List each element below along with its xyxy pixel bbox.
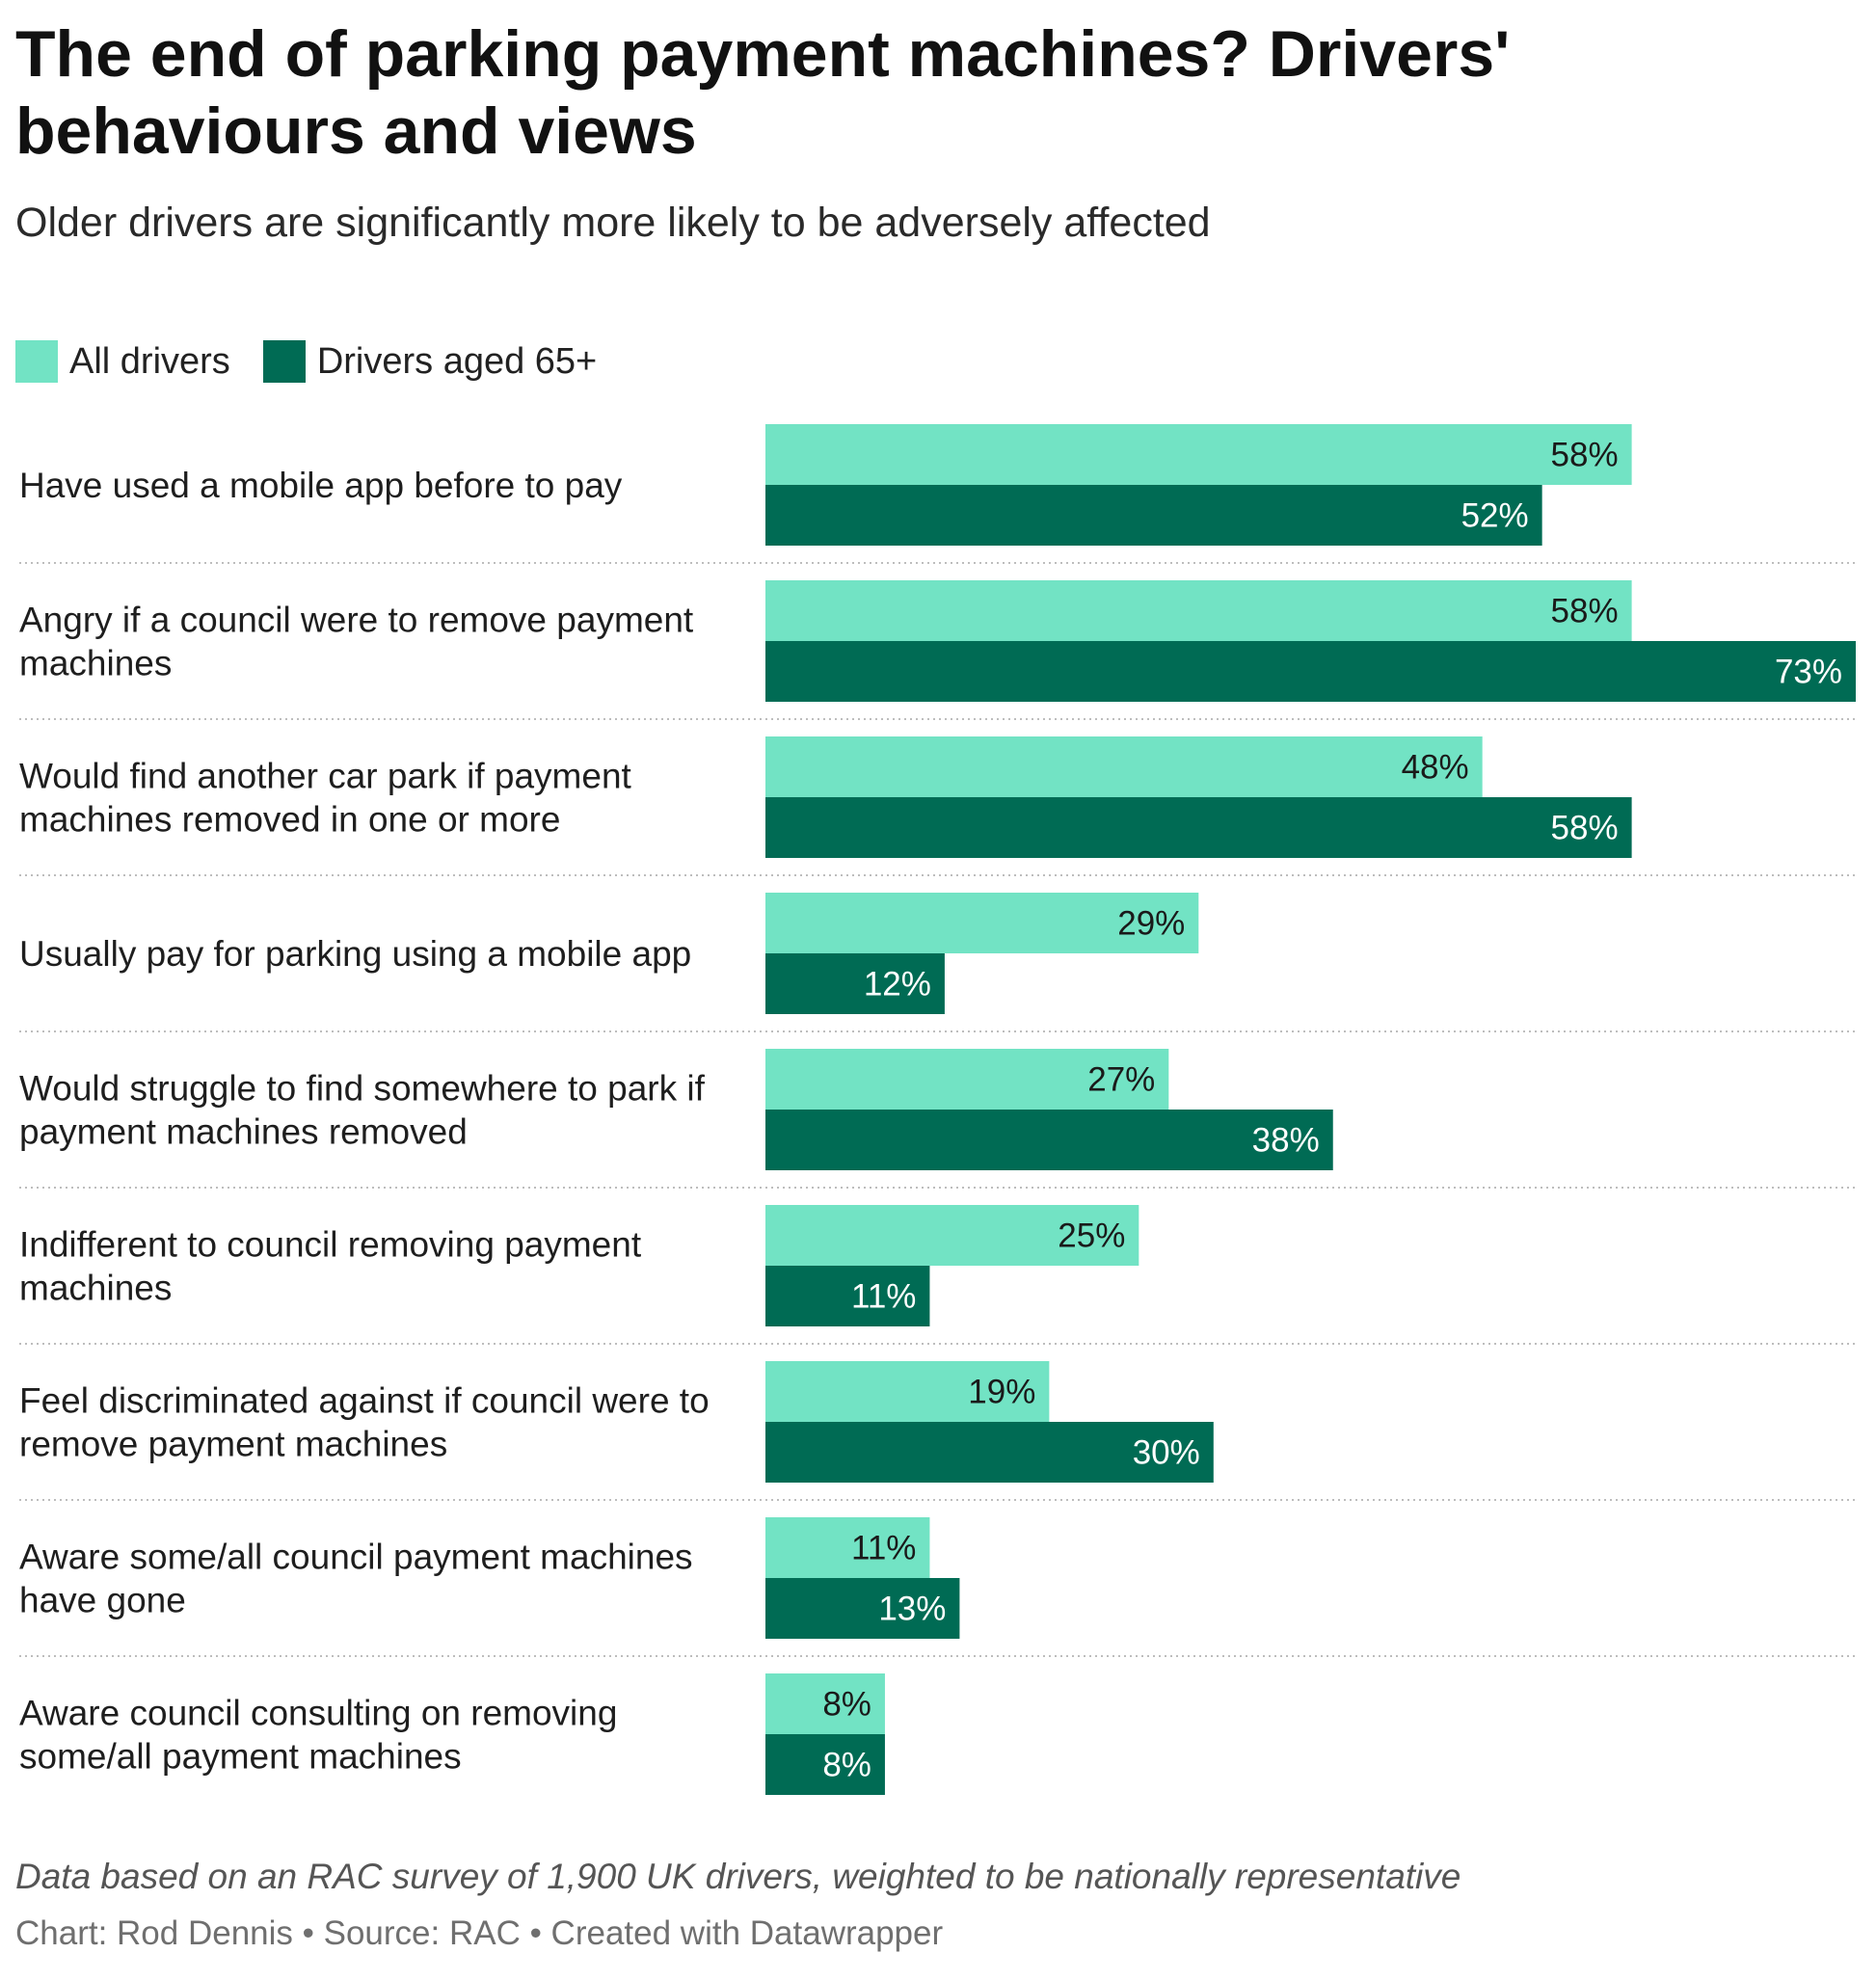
data-label: 13% <box>878 1591 946 1628</box>
bar-all-drivers <box>765 1673 885 1734</box>
bar-drivers-65 <box>765 1422 1214 1483</box>
data-label: 48% <box>1402 749 1469 787</box>
bar-all-drivers <box>765 893 1199 953</box>
row-label: Usually pay for parking using a mobile a… <box>19 934 691 974</box>
bar-drivers-65 <box>765 485 1542 546</box>
data-label: 58% <box>1551 810 1619 847</box>
data-label: 27% <box>1087 1061 1155 1099</box>
row-label: Would struggle to find somewhere to park… <box>19 1069 706 1152</box>
row-label: Feel discriminated against if council we… <box>19 1381 710 1464</box>
bar-all-drivers <box>765 424 1632 485</box>
legend-item-drivers-65: Drivers aged 65+ <box>262 340 598 383</box>
data-label: 52% <box>1461 497 1529 535</box>
row-label: Indifferent to council removing payment m… <box>19 1225 642 1308</box>
data-label: 29% <box>1117 905 1185 943</box>
data-label: 12% <box>864 966 931 1003</box>
row-label: Angry if a council were to remove paymen… <box>19 601 694 683</box>
data-label: 11% <box>851 1530 916 1567</box>
bar-all-drivers <box>765 580 1632 641</box>
data-label: 11% <box>851 1278 916 1316</box>
bar-all-drivers <box>765 1049 1169 1110</box>
legend-item-all-drivers: All drivers <box>15 340 230 383</box>
bar-drivers-65 <box>765 953 945 1014</box>
bar-all-drivers <box>765 1517 930 1578</box>
bar-all-drivers <box>765 1361 1050 1422</box>
data-label: 58% <box>1551 437 1619 474</box>
bar-drivers-65 <box>765 1266 930 1326</box>
data-label: 8% <box>822 1747 871 1784</box>
chart-note: Data based on an RAC survey of 1,900 UK … <box>15 1857 1461 1896</box>
bar-chart: Have used a mobile app before to pay 58% 5… <box>19 424 1856 1795</box>
row-label: Aware council consulting on removing some… <box>19 1694 617 1777</box>
legend-label-drivers-65: Drivers aged 65+ <box>316 340 598 382</box>
bar-drivers-65 <box>765 1110 1333 1170</box>
chart-byline: Chart: Rod Dennis • Source: RAC • Create… <box>15 1914 944 1952</box>
data-label: 58% <box>1551 593 1619 630</box>
bar-drivers-65 <box>765 641 1856 702</box>
chart-subtitle: Older drivers are significantly more lik… <box>15 200 1211 246</box>
legend-label-all-drivers: All drivers <box>69 340 230 382</box>
row-label: Aware some/all council payment machines h… <box>19 1538 693 1620</box>
data-label: 38% <box>1252 1122 1320 1160</box>
bar-all-drivers <box>765 1205 1139 1266</box>
data-label: 19% <box>968 1374 1035 1411</box>
data-label: 8% <box>822 1686 871 1724</box>
bar-all-drivers <box>765 736 1483 797</box>
legend-swatch-all-drivers <box>15 340 58 383</box>
bar-drivers-65 <box>765 1578 960 1639</box>
row-label: Would find another car park if payment ma… <box>19 757 632 840</box>
data-label: 73% <box>1775 654 1842 691</box>
row-label: Have used a mobile app before to pay <box>19 466 623 505</box>
data-label: 25% <box>1058 1217 1125 1255</box>
data-label: 30% <box>1133 1434 1200 1472</box>
legend-swatch-drivers-65 <box>262 340 306 383</box>
bar-drivers-65 <box>765 1734 885 1795</box>
bar-drivers-65 <box>765 797 1632 858</box>
legend: All drivers Drivers aged 65+ <box>15 339 630 384</box>
chart-title: The end of parking payment machines? Dri… <box>15 17 1511 168</box>
